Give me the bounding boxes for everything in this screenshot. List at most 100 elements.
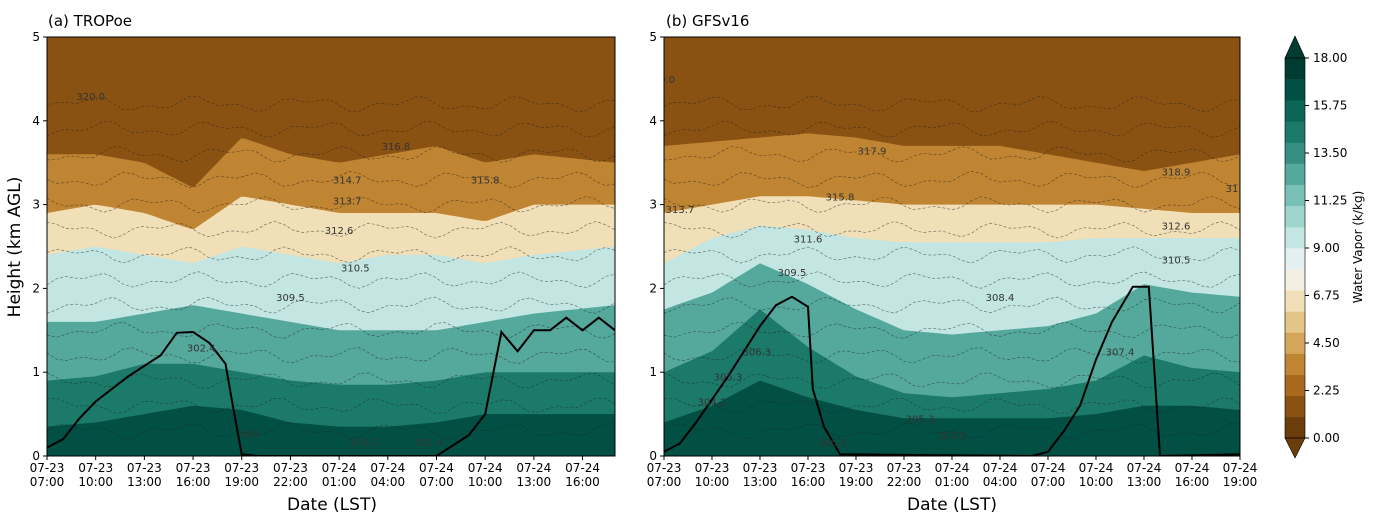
panel-b-x-tick-date: 07-23 [743,461,778,475]
panel-a-x-tick-time: 16:00 [565,475,600,489]
colorbar-segment [1285,100,1305,122]
colorbar-segment [1285,205,1305,228]
colorbar-segment [1285,416,1305,439]
panel-b-x-tick-date: 07-23 [839,461,874,475]
panel-a-theta-label: 314.7 [333,176,362,187]
panel-b-theta-label: 304.2 [698,398,727,409]
panel-b-theta-label: 307.4 [1106,347,1135,358]
panel-b-theta-isoline [664,170,1240,189]
panel-b-theta-isoline [664,195,1240,214]
panel-b-x-tick-time: 19:00 [839,475,874,489]
panel-a-theta-isoline [47,221,615,239]
panel-b-theta-isoline [664,120,1240,138]
panel-b-x-tick-time: 07:00 [1031,475,1066,489]
panel-b-theta-label: 309.5 [778,268,807,279]
panel-a-x-tick-date: 07-23 [78,461,113,475]
panel-b-theta-isoline [664,422,1240,439]
colorbar-tick-label: 13.50 [1313,146,1347,160]
panel-b-x-tick-time: 10:00 [695,475,730,489]
panel-b-x-tick-date: 07-23 [695,461,730,475]
colorbar-segment [1285,353,1305,375]
panel-b-field: 0.0 317.9 318.9 31 315.8 313.7 312.6 311.6 310.5… [664,37,1240,456]
panel-a-theta-label: 313.7 [333,197,362,208]
panel-a-boundary-layer-height-line [47,316,615,456]
panel-b-theta-label: 317.9 [858,146,887,157]
panel-b-x-tick-time: 10:00 [1079,475,1114,489]
panel-b-y-tick-label: 1 [649,365,657,379]
colorbar-segment [1285,163,1305,185]
panel-b-x-tick-date: 07-23 [791,461,826,475]
panel-b-theta-label: 306.3 [742,347,771,358]
colorbar-tick-label: 2.25 [1313,384,1340,398]
panel-b-water-vapor-band-0 [664,380,1240,456]
colorbar-tick-label: 9.00 [1313,241,1340,255]
panel-b-x-axis-label: Date (LST) [907,495,997,515]
colorbar-segment [1285,121,1305,143]
panel-a-theta-label: 316.8 [382,142,411,153]
colorbar-segment [1285,248,1305,270]
panel-a-x-axis-label: Date (LST) [287,495,377,515]
panel-a-theta-label: 309.5 [276,293,305,304]
panel-a-theta-isoline [47,120,615,138]
panel-a-x-tick-date: 07-24 [468,461,503,475]
colorbar-label: Water Vapor (k/kg) [1351,191,1365,304]
panel-b-theta-isoline [664,221,1240,239]
panel-a-x-tick-time: 07:00 [419,475,454,489]
panel-a-x-tick-time: 07:00 [30,475,65,489]
panel-a-theta-label: 310.5 [341,264,370,275]
panel-a-plot-area: 320.0 316.8 315.8 314.7 313.7 312.6 310.5 309.5… [30,30,616,489]
panel-b-y-tick-label: 3 [649,198,657,212]
colorbar-segment [1285,290,1305,312]
panel-a-x-tick-date: 07-23 [127,461,162,475]
panel-a-theta-isoline [47,146,615,163]
panel-a-theta-isoline [47,422,615,439]
panel-b-theta-label: 310.5 [1162,255,1191,266]
panel-b-theta-label: 313.7 [666,205,695,216]
panel-b-x-tick-time: 04:00 [983,475,1018,489]
panel-b-theta-isoline [664,372,1240,389]
colorbar-segment [1285,269,1305,291]
panel-b-x-tick-time: 16:00 [791,475,826,489]
panel-a-theta-label: 303.2 [349,438,378,449]
panel-a-x-tick-time: 19:00 [224,475,259,489]
panel-a-x-tick-date: 07-24 [565,461,600,475]
panel-a-y-tick-label: 0 [32,449,40,463]
panel-a-theta-isoline [47,271,615,289]
panel-a-field: 320.0 316.8 315.8 314.7 313.7 312.6 310.5 309.5… [47,37,615,456]
panel-b-theta-label: 318.9 [1162,167,1191,178]
panel-a-y-tick-label: 5 [32,30,40,44]
panel-a-theta-label: 315.8 [471,176,500,187]
panel-a-x-tick-time: 16:00 [176,475,211,489]
panel-a-theta-label: 301.4 [414,438,443,449]
panel-b-theta-label: 308.4 [986,293,1015,304]
panel-b-theta-label: 315.8 [826,192,855,203]
panel-a-x-tick-date: 07-23 [224,461,259,475]
colorbar-segment [1285,58,1305,80]
panel-b-theta-label: 306.3 [818,438,847,449]
panel-a-x-tick-date: 07-23 [30,461,65,475]
panel-a-x-tick-time: 13:00 [517,475,552,489]
colorbar-tick-label: 0.00 [1313,431,1340,445]
panel-a-y-tick-label: 2 [32,281,40,295]
panel-a-frame [46,36,616,457]
panel-a-theta-label: 302.4 [187,343,216,354]
panel-b-x-tick-time: 22:00 [887,475,922,489]
panel-b-x-tick-date: 07-24 [983,461,1018,475]
panel-b-x-tick-date: 07-23 [887,461,922,475]
panel-a-theta-isoline [47,347,615,364]
panel-a-title: (a) TROPoe [48,12,132,30]
panel-b-x-tick-date: 07-24 [1175,461,1210,475]
panel-a-x-tick-time: 13:00 [127,475,162,489]
panel-a-x-tick-time: 10:00 [78,475,113,489]
panel-b-x-tick-time: 16:00 [1175,475,1210,489]
panel-b-x-tick-time: 13:00 [743,475,778,489]
panel-b-theta-isoline [664,271,1240,289]
panel-b-x-tick-date: 07-24 [1031,461,1066,475]
panel-b-theta-isoline [664,296,1240,314]
panel-b-theta-label: 305.3 [714,373,743,384]
colorbar-tick-label: 4.50 [1313,336,1340,350]
panel-b-title: (b) GFSv16 [666,12,749,30]
panel-b-theta-label: 305.3 [906,415,935,426]
panel-a-x-tick-date: 07-24 [322,461,357,475]
panel-a-y-tick-label: 1 [32,365,40,379]
